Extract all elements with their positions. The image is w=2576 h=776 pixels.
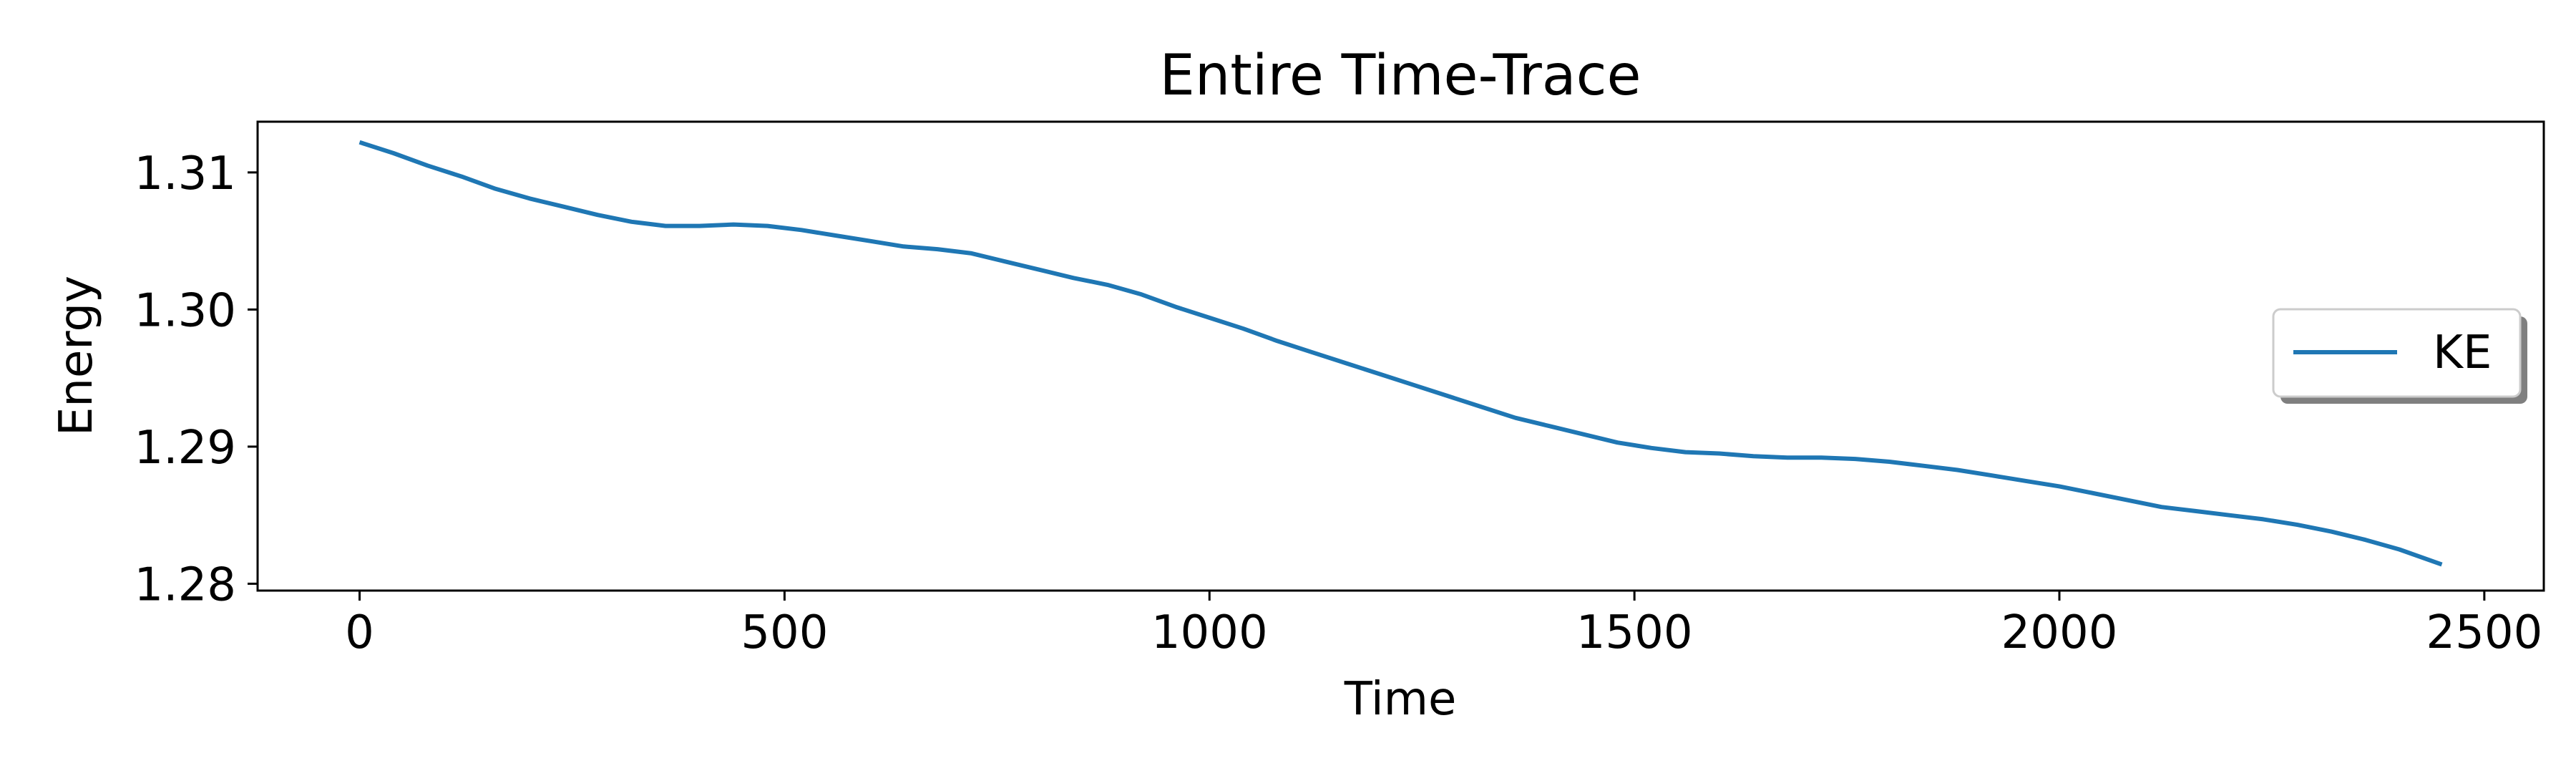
x-tick-label: 2500 — [2426, 606, 2542, 659]
plot-area-frame — [256, 120, 2545, 592]
x-tick-label: 1000 — [1151, 606, 1268, 659]
series-layer — [358, 140, 2443, 567]
y-axis-label: Energy — [50, 276, 103, 436]
x-tick-label: 2000 — [2001, 606, 2118, 659]
series-line-ke — [358, 140, 2443, 567]
chart-title: Entire Time-Trace — [1160, 44, 1641, 108]
y-tick-label: 1.30 — [135, 284, 237, 337]
x-axis-label: Time — [1344, 673, 1457, 726]
y-tick-label: 1.29 — [135, 422, 237, 475]
y-axis: 1.28 1.29 1.30 1.31 — [135, 147, 258, 611]
y-tick-label: 1.28 — [135, 558, 237, 611]
x-tick-label: 0 — [345, 606, 374, 659]
legend-label-ke: KE — [2433, 326, 2492, 379]
y-tick-label: 1.31 — [135, 147, 237, 200]
x-tick-label: 1500 — [1576, 606, 1693, 659]
x-tick-label: 500 — [741, 606, 828, 659]
x-axis: 0 500 1000 1500 2000 2500 — [345, 591, 2542, 659]
legend: KE — [2272, 308, 2527, 404]
